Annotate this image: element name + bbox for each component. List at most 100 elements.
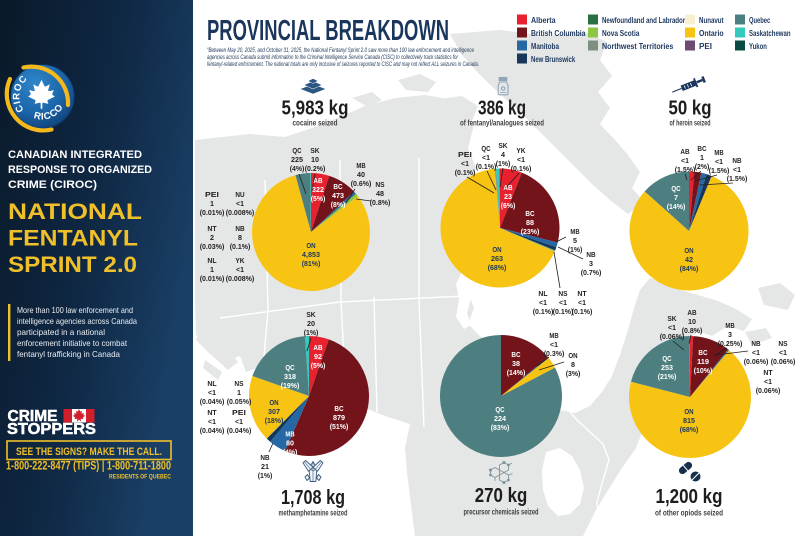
svg-text:NATIONAL: NATIONAL [8, 199, 142, 224]
svg-text:intelligence agencies across C: intelligence agencies across Canada [17, 316, 137, 326]
svg-text:ON: ON [684, 246, 694, 255]
svg-text:BC: BC [698, 348, 708, 357]
svg-text:<1: <1 [236, 265, 245, 274]
svg-text:Newfoundland and Labrador: Newfoundland and Labrador [602, 16, 685, 25]
svg-text:NT: NT [763, 368, 772, 377]
svg-text:(19%): (19%) [281, 381, 300, 390]
svg-text:473: 473 [332, 191, 344, 200]
svg-text:<1: <1 [208, 417, 217, 426]
svg-text:(4%): (4%) [290, 164, 305, 173]
svg-text:BC: BC [697, 144, 707, 153]
svg-text:ON: ON [269, 398, 279, 407]
svg-text:<1: <1 [482, 153, 491, 162]
svg-text:(21%): (21%) [658, 372, 677, 381]
svg-text:MB: MB [549, 331, 559, 340]
svg-text:<1: <1 [539, 298, 548, 307]
svg-text:(0.06%): (0.06%) [756, 386, 781, 395]
svg-text:ON: ON [306, 241, 316, 250]
svg-text:225: 225 [291, 155, 304, 164]
svg-text:48: 48 [376, 189, 385, 198]
svg-text:CRIME (CIROC): CRIME (CIROC) [8, 179, 97, 191]
svg-text:(3%): (3%) [566, 369, 581, 378]
svg-text:MB: MB [285, 430, 295, 439]
svg-text:3: 3 [589, 259, 593, 268]
svg-text:ON: ON [492, 245, 502, 254]
svg-text:QC: QC [481, 144, 491, 153]
svg-text:(68%): (68%) [680, 425, 699, 434]
svg-text:CANADIAN INTEGRATED: CANADIAN INTEGRATED [8, 149, 142, 161]
svg-text:YK: YK [516, 146, 526, 155]
svg-text:MB: MB [714, 148, 724, 157]
svg-text:agencies across Canada submit: agencies across Canada submit informatio… [207, 54, 459, 61]
svg-text:(0.06%): (0.06%) [744, 357, 769, 366]
svg-text:(84%): (84%) [680, 264, 699, 273]
svg-text:1,708 kg: 1,708 kg [281, 487, 345, 509]
svg-text:23: 23 [504, 192, 512, 201]
svg-text:8: 8 [238, 233, 243, 242]
svg-text:80: 80 [286, 438, 294, 447]
svg-text:(0.1%): (0.1%) [511, 164, 532, 173]
svg-text:(0.04%): (0.04%) [227, 426, 252, 435]
svg-text:5,983 kg: 5,983 kg [282, 98, 349, 120]
svg-text:1: 1 [210, 265, 215, 274]
svg-text:92: 92 [314, 352, 322, 361]
svg-text:New Brunswick: New Brunswick [531, 55, 576, 64]
svg-text:(5%): (5%) [311, 361, 326, 370]
svg-text:8: 8 [571, 360, 576, 369]
svg-text:SK: SK [310, 146, 320, 155]
svg-text:SK: SK [498, 141, 508, 150]
svg-text:NB: NB [235, 224, 245, 233]
svg-text:307: 307 [268, 407, 280, 416]
svg-text:STOPPERS: STOPPERS [7, 421, 96, 438]
svg-text:(68%): (68%) [488, 263, 507, 272]
svg-text:Nova Scotia: Nova Scotia [602, 29, 640, 38]
svg-text:(1%): (1%) [304, 328, 319, 337]
svg-text:(0.05%): (0.05%) [227, 397, 252, 406]
svg-text:10: 10 [688, 317, 696, 326]
svg-text:<1: <1 [208, 388, 217, 397]
svg-text:815: 815 [683, 416, 696, 425]
svg-text:QC: QC [285, 363, 295, 372]
svg-text:<1: <1 [752, 348, 761, 357]
svg-text:methamphetamine seized: methamphetamine seized [279, 509, 348, 518]
svg-text:<1: <1 [681, 156, 690, 165]
svg-text:(0.2%): (0.2%) [305, 164, 326, 173]
svg-text:MB: MB [725, 321, 735, 330]
svg-text:participated in a national: participated in a national [17, 327, 105, 337]
svg-text:20: 20 [307, 319, 315, 328]
svg-text:<1: <1 [550, 340, 559, 349]
svg-text:1: 1 [700, 153, 705, 162]
svg-text:(23%): (23%) [521, 227, 540, 236]
svg-text:318: 318 [284, 372, 297, 381]
svg-text:1: 1 [210, 199, 215, 208]
svg-text:4: 4 [501, 150, 506, 159]
svg-text:10: 10 [311, 155, 319, 164]
svg-text:(0.008%): (0.008%) [226, 274, 255, 283]
svg-text:NL: NL [207, 379, 216, 388]
svg-text:Ontario: Ontario [699, 29, 724, 38]
svg-text:YK: YK [235, 256, 245, 265]
svg-text:2: 2 [210, 233, 214, 242]
svg-text:MB: MB [356, 161, 366, 170]
svg-text:<1: <1 [236, 199, 245, 208]
svg-text:NT: NT [207, 224, 216, 233]
svg-text:of other opiods seized: of other opiods seized [655, 509, 723, 518]
svg-text:PEI: PEI [458, 150, 472, 159]
svg-text:NS: NS [375, 180, 384, 189]
svg-text:AB: AB [313, 343, 323, 352]
svg-text:QC: QC [671, 184, 681, 193]
svg-text:7: 7 [674, 193, 678, 202]
svg-text:(0.8%): (0.8%) [370, 198, 391, 207]
svg-text:NL: NL [207, 256, 216, 265]
svg-text:SEE THE SIGNS? MAKE THE CALL.: SEE THE SIGNS? MAKE THE CALL. [16, 446, 162, 458]
svg-text:224: 224 [494, 414, 507, 423]
svg-text:NS: NS [778, 339, 787, 348]
svg-text:(2%): (2%) [695, 162, 710, 171]
svg-text:(1.5%): (1.5%) [727, 174, 748, 183]
svg-text:38: 38 [512, 359, 521, 368]
svg-text:(1%): (1%) [568, 245, 583, 254]
svg-text:RESPONSE TO ORGANIZED: RESPONSE TO ORGANIZED [8, 164, 152, 176]
svg-text:<1: <1 [764, 377, 773, 386]
svg-text:<1: <1 [668, 323, 677, 332]
svg-text:1-800-222-8477 (TIPS) | 1-800-: 1-800-222-8477 (TIPS) | 1-800-711-1800 [6, 461, 171, 473]
